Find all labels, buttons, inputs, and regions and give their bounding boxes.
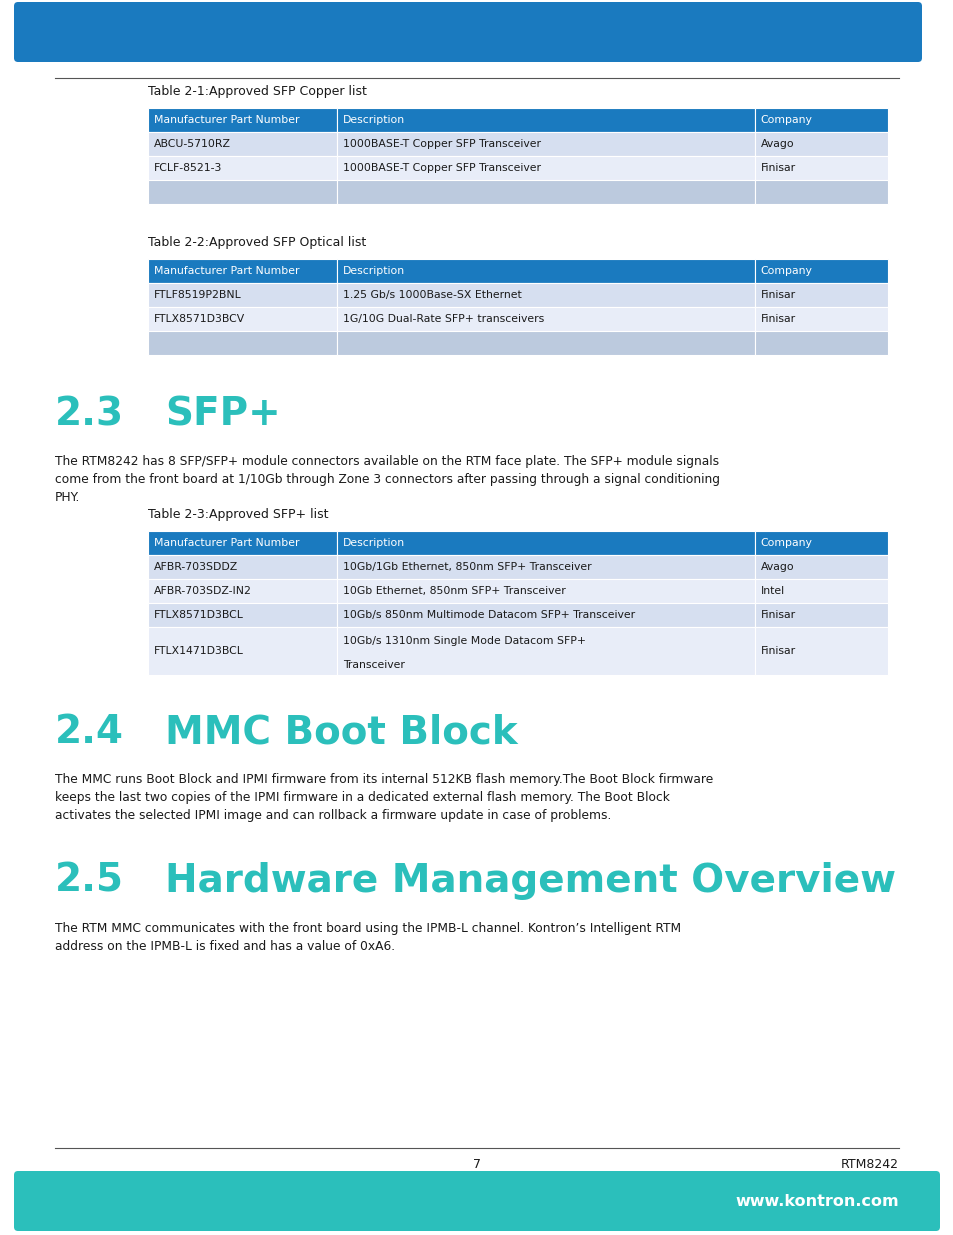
Text: www.kontron.com: www.kontron.com (735, 1193, 898, 1209)
Text: Company: Company (760, 115, 812, 125)
Text: Company: Company (760, 266, 812, 275)
Bar (336, 531, 754, 555)
Text: FTLX8571D3BCL: FTLX8571D3BCL (153, 610, 244, 620)
Bar (754, 107, 887, 132)
Text: FTLX8571D3BCV: FTLX8571D3BCV (153, 314, 245, 324)
Bar (336, 555, 754, 579)
Bar (148, 531, 336, 555)
Text: Manufacturer Part Number: Manufacturer Part Number (153, 115, 299, 125)
Bar (754, 156, 887, 180)
Text: ABCU-5710RZ: ABCU-5710RZ (153, 140, 231, 149)
Text: Hardware Management Overview: Hardware Management Overview (165, 862, 895, 900)
Text: 1G/10G Dual-Rate SFP+ transceivers: 1G/10G Dual-Rate SFP+ transceivers (342, 314, 543, 324)
Text: Company: Company (760, 538, 812, 548)
Text: Description: Description (342, 266, 404, 275)
Text: 10Gb/s 850nm Multimode Datacom SFP+ Transceiver: 10Gb/s 850nm Multimode Datacom SFP+ Tran… (342, 610, 634, 620)
Bar (754, 603, 887, 627)
FancyBboxPatch shape (14, 2, 921, 62)
Text: Manufacturer Part Number: Manufacturer Part Number (153, 538, 299, 548)
Text: FTLF8519P2BNL: FTLF8519P2BNL (153, 290, 241, 300)
Text: keeps the last two copies of the IPMI firmware in a dedicated external flash mem: keeps the last two copies of the IPMI fi… (55, 790, 669, 804)
Text: Finisar: Finisar (760, 290, 795, 300)
Bar (148, 331, 336, 354)
Text: FCLF-8521-3: FCLF-8521-3 (153, 163, 222, 173)
Text: 2.4: 2.4 (55, 713, 124, 751)
Bar (336, 180, 754, 204)
Bar (754, 627, 887, 676)
Bar (336, 331, 754, 354)
Bar (754, 259, 887, 283)
Text: Finisar: Finisar (760, 610, 795, 620)
Bar (336, 603, 754, 627)
Text: 2.5: 2.5 (55, 862, 124, 900)
Text: AFBR-703SDDZ: AFBR-703SDDZ (153, 562, 238, 572)
Bar (336, 283, 754, 308)
Bar (336, 107, 754, 132)
Text: Manufacturer Part Number: Manufacturer Part Number (153, 266, 299, 275)
Text: Description: Description (342, 538, 404, 548)
Text: Avago: Avago (760, 562, 794, 572)
Bar (754, 531, 887, 555)
Text: AFBR-703SDZ-IN2: AFBR-703SDZ-IN2 (153, 585, 252, 597)
Text: SFP+: SFP+ (165, 395, 280, 433)
Text: The MMC runs Boot Block and IPMI firmware from its internal 512KB flash memory.T: The MMC runs Boot Block and IPMI firmwar… (55, 773, 713, 785)
Text: Table 2-3:Approved SFP+ list: Table 2-3:Approved SFP+ list (148, 508, 328, 521)
Text: Transceiver: Transceiver (342, 659, 404, 671)
Text: The RTM MMC communicates with the front board using the IPMB-L channel. Kontron’: The RTM MMC communicates with the front … (55, 923, 680, 935)
Bar (336, 579, 754, 603)
Bar (754, 308, 887, 331)
Text: Intel: Intel (760, 585, 784, 597)
Text: 2.3: 2.3 (55, 395, 124, 433)
Text: FTLX1471D3BCL: FTLX1471D3BCL (153, 646, 244, 656)
FancyBboxPatch shape (14, 1171, 939, 1231)
Text: PHY.: PHY. (55, 492, 80, 504)
Bar (336, 132, 754, 156)
Text: activates the selected IPMI image and can rollback a firmware update in case of : activates the selected IPMI image and ca… (55, 809, 611, 823)
Bar (336, 627, 754, 676)
Text: The RTM8242 has 8 SFP/SFP+ module connectors available on the RTM face plate. Th: The RTM8242 has 8 SFP/SFP+ module connec… (55, 454, 719, 468)
Bar (148, 627, 336, 676)
Text: Description: Description (342, 115, 404, 125)
Text: Finisar: Finisar (760, 646, 795, 656)
Bar (148, 107, 336, 132)
Bar (754, 579, 887, 603)
Text: 1000BASE-T Copper SFP Transceiver: 1000BASE-T Copper SFP Transceiver (342, 163, 540, 173)
Text: Finisar: Finisar (760, 314, 795, 324)
Text: 1000BASE-T Copper SFP Transceiver: 1000BASE-T Copper SFP Transceiver (342, 140, 540, 149)
Bar (754, 283, 887, 308)
Bar (754, 555, 887, 579)
Bar (148, 579, 336, 603)
Bar (336, 308, 754, 331)
Bar (336, 156, 754, 180)
Bar (148, 132, 336, 156)
Text: MMC Boot Block: MMC Boot Block (165, 713, 517, 751)
Bar (754, 132, 887, 156)
Bar (754, 180, 887, 204)
Bar (754, 331, 887, 354)
Bar (148, 283, 336, 308)
Text: Table 2-2:Approved SFP Optical list: Table 2-2:Approved SFP Optical list (148, 236, 366, 249)
Text: Finisar: Finisar (760, 163, 795, 173)
Bar (148, 259, 336, 283)
Text: address on the IPMB-L is fixed and has a value of 0xA6.: address on the IPMB-L is fixed and has a… (55, 940, 395, 953)
Text: 10Gb/s 1310nm Single Mode Datacom SFP+: 10Gb/s 1310nm Single Mode Datacom SFP+ (342, 636, 585, 646)
Bar (148, 555, 336, 579)
Bar (148, 603, 336, 627)
Text: Table 2-1:Approved SFP Copper list: Table 2-1:Approved SFP Copper list (148, 85, 367, 98)
Text: Avago: Avago (760, 140, 794, 149)
Bar (148, 308, 336, 331)
Text: 1.25 Gb/s 1000Base-SX Ethernet: 1.25 Gb/s 1000Base-SX Ethernet (342, 290, 521, 300)
Bar (148, 180, 336, 204)
Bar (336, 259, 754, 283)
Bar (148, 156, 336, 180)
Text: come from the front board at 1/10Gb through Zone 3 connectors after passing thro: come from the front board at 1/10Gb thro… (55, 473, 720, 487)
Text: RTM8242: RTM8242 (841, 1158, 898, 1172)
Text: 7: 7 (473, 1158, 480, 1172)
Text: 10Gb Ethernet, 850nm SFP+ Transceiver: 10Gb Ethernet, 850nm SFP+ Transceiver (342, 585, 565, 597)
Text: 10Gb/1Gb Ethernet, 850nm SFP+ Transceiver: 10Gb/1Gb Ethernet, 850nm SFP+ Transceive… (342, 562, 591, 572)
